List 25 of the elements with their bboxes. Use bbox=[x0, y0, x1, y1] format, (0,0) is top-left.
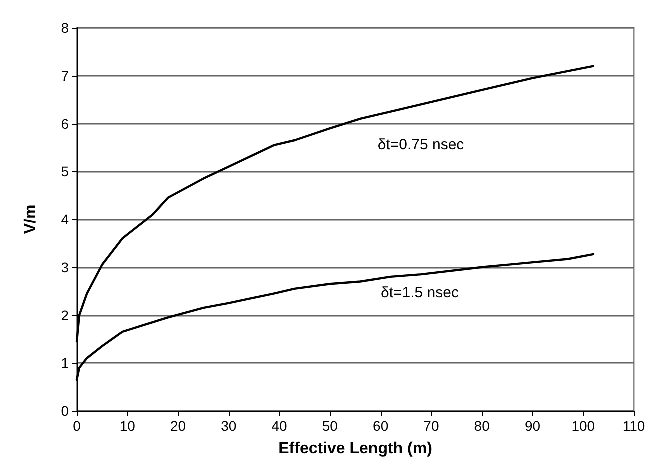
x-tick-label: 100 bbox=[572, 418, 596, 434]
y-tick-label: 2 bbox=[61, 307, 70, 324]
x-tick-label: 30 bbox=[221, 418, 237, 434]
y-tick-label: 3 bbox=[61, 259, 70, 276]
y-axis-title: V/m bbox=[22, 204, 40, 234]
y-tick-label: 0 bbox=[61, 403, 70, 419]
x-tick-label: 80 bbox=[474, 418, 490, 434]
x-tick-label: 0 bbox=[73, 418, 82, 434]
y-tick-label: 4 bbox=[61, 212, 70, 228]
x-tick-label: 40 bbox=[272, 418, 288, 434]
y-tick-label: 8 bbox=[61, 20, 70, 36]
x-axis-title: Effective Length (m) bbox=[278, 440, 432, 458]
y-tick-label: 1 bbox=[61, 355, 70, 372]
x-tick-label: 90 bbox=[524, 418, 541, 434]
x-tick-label: 50 bbox=[322, 418, 338, 434]
y-tick-label: 6 bbox=[61, 116, 70, 132]
y-tick-label: 7 bbox=[61, 68, 70, 84]
x-tick-label: 110 bbox=[622, 418, 646, 434]
x-tick-label: 20 bbox=[170, 418, 186, 434]
annotation: δt=0.75 nsec bbox=[378, 136, 465, 154]
y-tick-label: 5 bbox=[61, 164, 70, 180]
annotation: δt=1.5 nsec bbox=[381, 284, 460, 302]
x-tick-label: 70 bbox=[424, 418, 440, 434]
x-tick-label: 60 bbox=[373, 418, 389, 434]
x-tick-label: 10 bbox=[120, 418, 136, 434]
